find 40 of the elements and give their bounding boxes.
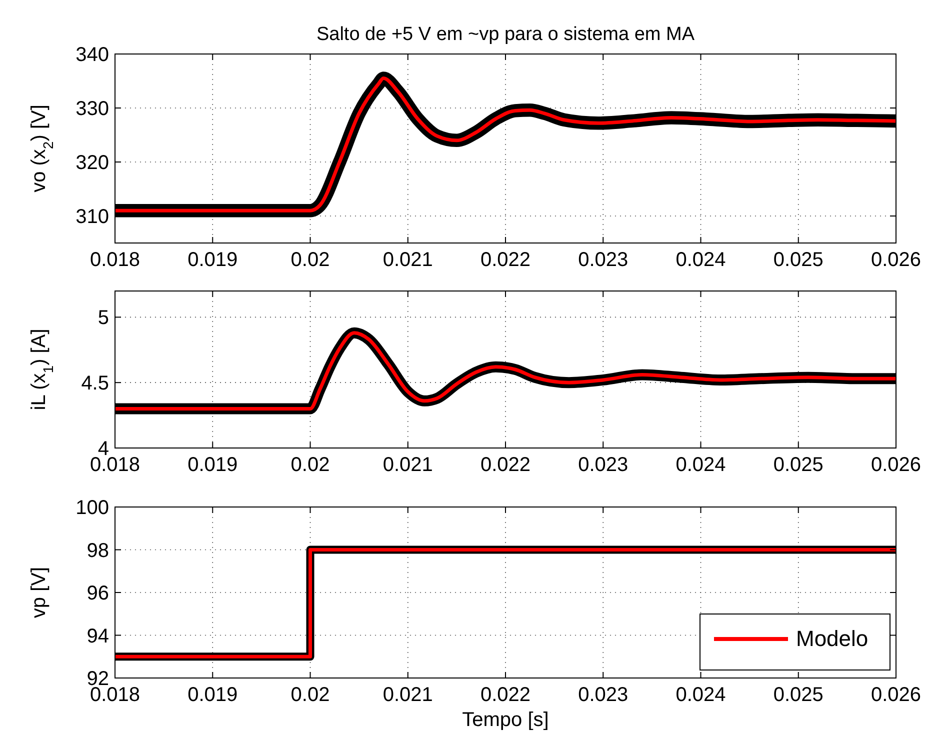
y-tick-label: 100 <box>76 497 109 519</box>
x-tick-label: 0.02 <box>290 454 330 476</box>
x-tick-label: 0.023 <box>578 684 628 706</box>
x-tick-label: 0.022 <box>480 454 531 476</box>
chart-title: Salto de +5 V em ~vp para o sistema em MA <box>316 24 695 45</box>
y-tick-label: 320 <box>76 152 109 174</box>
x-tick-label: 0.023 <box>578 249 628 271</box>
x-tick-label: 0.018 <box>90 249 140 271</box>
x-tick-label: 0.025 <box>773 684 824 706</box>
y-axis-title: vp [V] <box>28 566 50 618</box>
y-tick-label: 4.5 <box>81 372 109 395</box>
x-tick-label: 0.019 <box>188 684 238 706</box>
x-tick-label: 0.024 <box>676 249 726 271</box>
y-tick-label: 330 <box>76 98 109 120</box>
x-tick-label: 0.026 <box>870 684 922 706</box>
x-tick-label: 0.022 <box>480 684 531 706</box>
legend-label: Modelo <box>796 626 868 651</box>
y-tick-label: 5 <box>98 307 109 330</box>
y-tick-label: 340 <box>76 44 109 66</box>
x-axis-title: Tempo [s] <box>462 709 549 731</box>
x-tick-label: 0.025 <box>773 249 824 271</box>
x-tick-label: 0.025 <box>773 454 824 476</box>
x-tick-label: 0.021 <box>382 684 433 706</box>
x-tick-label: 0.023 <box>578 454 628 476</box>
x-tick-label: 0.02 <box>290 684 330 706</box>
x-tick-label: 0.024 <box>676 684 726 706</box>
y-tick-label: 310 <box>76 206 109 228</box>
y-tick-label: 96 <box>86 582 109 604</box>
x-tick-label: 0.021 <box>382 454 433 476</box>
x-tick-label: 0.026 <box>870 249 922 271</box>
x-tick-label: 0.022 <box>480 249 531 271</box>
x-tick-label: 0.021 <box>382 249 433 271</box>
x-tick-label: 0.019 <box>188 454 238 476</box>
y-tick-label: 98 <box>86 540 109 562</box>
x-tick-label: 0.02 <box>290 249 330 271</box>
x-tick-label: 0.018 <box>90 454 140 476</box>
x-tick-label: 0.026 <box>870 454 922 476</box>
x-tick-label: 0.019 <box>188 249 238 271</box>
y-tick-label: 94 <box>86 625 109 648</box>
x-tick-label: 0.024 <box>676 454 726 476</box>
